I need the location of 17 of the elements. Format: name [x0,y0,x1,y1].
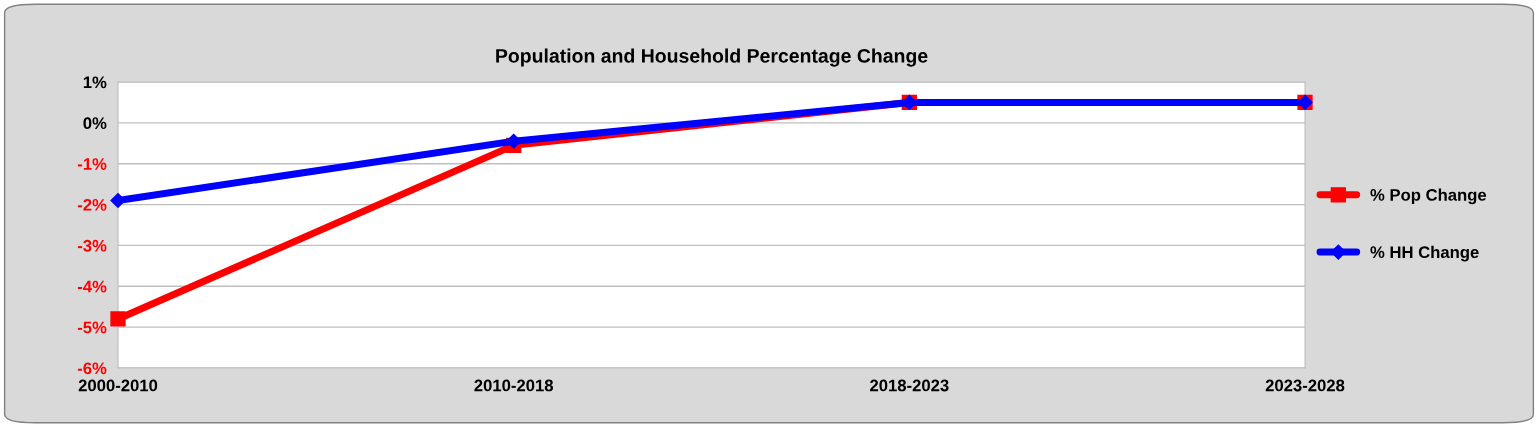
y-tick-label: -4% [77,280,107,293]
y-tick-label: 1% [83,76,107,89]
y-tick-label: 0% [83,117,107,130]
x-tick-label: 2010-2018 [474,379,554,392]
y-tick-label: -5% [77,321,107,334]
x-tick-label: 2023-2028 [1265,379,1345,392]
y-tick-label: -1% [77,158,107,170]
point [110,192,126,209]
chart-title: Population and Household Percentage Change [496,48,928,67]
y-tick-label: -2% [77,198,107,211]
legend-label: % Pop Change [1370,188,1487,205]
point [110,311,126,327]
legend-label: % HH Change [1370,245,1479,262]
x-tick-label: 2000-2010 [78,379,158,392]
x-tick-label: 2018-2023 [870,379,949,392]
y-tick-label: -6% [77,362,107,375]
y-tick-label: -3% [77,239,107,252]
